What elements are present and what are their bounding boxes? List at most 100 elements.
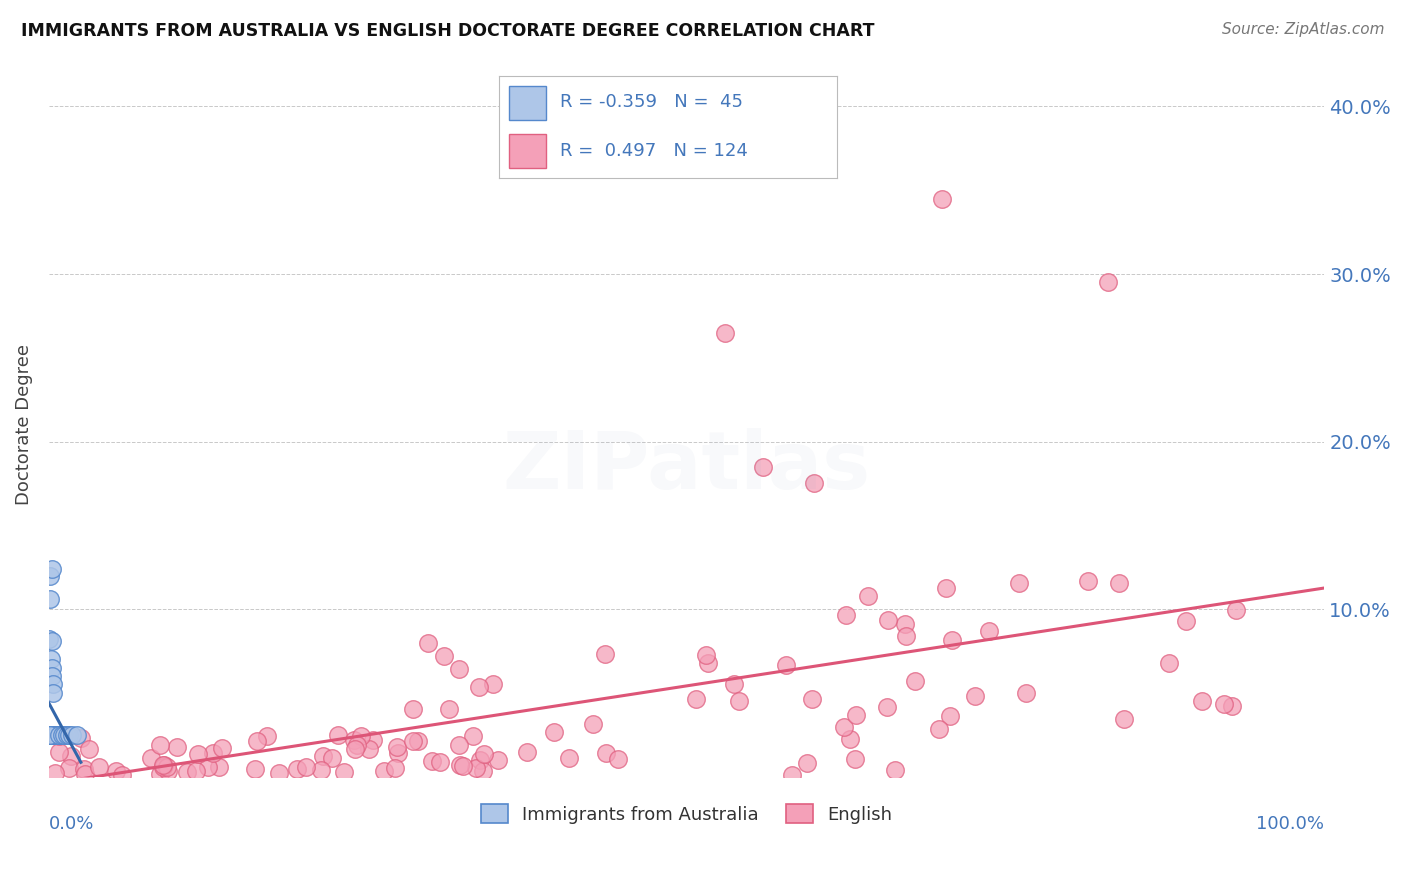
- Point: [939, 709, 962, 723]
- Point: [73, 762, 96, 776]
- Point: [883, 763, 905, 777]
- Point: [176, 765, 198, 780]
- Y-axis label: Doctorate Degree: Doctorate Degree: [15, 344, 32, 505]
- Point: [60, 728, 83, 742]
- Point: [294, 760, 316, 774]
- Point: [385, 739, 408, 754]
- Point: [543, 724, 565, 739]
- Point: [44, 728, 66, 742]
- Point: [44, 728, 66, 742]
- Point: [422, 755, 444, 769]
- Point: [44, 728, 66, 742]
- Point: [58, 761, 80, 775]
- Point: [796, 756, 818, 771]
- Point: [714, 326, 737, 340]
- Point: [728, 694, 751, 708]
- Bar: [509, 135, 547, 168]
- Point: [42, 677, 65, 691]
- Point: [1175, 614, 1198, 628]
- Point: [38, 728, 60, 742]
- Point: [105, 764, 128, 779]
- Point: [941, 633, 963, 648]
- Point: [343, 741, 366, 756]
- Point: [39, 728, 62, 742]
- Point: [595, 647, 617, 661]
- Point: [77, 741, 100, 756]
- Point: [516, 746, 538, 760]
- Point: [41, 562, 63, 576]
- Point: [775, 658, 797, 673]
- Point: [256, 729, 278, 743]
- Point: [387, 747, 409, 761]
- Point: [46, 728, 69, 742]
- Point: [963, 689, 986, 703]
- Point: [894, 616, 917, 631]
- Point: [1015, 686, 1038, 700]
- Point: [606, 752, 628, 766]
- Point: [111, 768, 134, 782]
- Point: [468, 680, 491, 694]
- Point: [894, 629, 917, 643]
- Point: [801, 692, 824, 706]
- Point: [311, 763, 333, 777]
- Text: 100.0%: 100.0%: [1257, 815, 1324, 833]
- Point: [312, 749, 335, 764]
- Point: [39, 728, 62, 742]
- Point: [780, 768, 803, 782]
- Point: [39, 591, 62, 606]
- Point: [928, 723, 950, 737]
- Point: [46, 728, 69, 742]
- Point: [42, 728, 65, 742]
- Point: [723, 676, 745, 690]
- Text: R =  0.497   N = 124: R = 0.497 N = 124: [560, 142, 748, 160]
- Point: [39, 728, 62, 742]
- Point: [350, 729, 373, 743]
- Point: [346, 738, 368, 752]
- Point: [844, 752, 866, 766]
- Point: [66, 728, 89, 742]
- Point: [429, 756, 451, 770]
- Point: [1008, 576, 1031, 591]
- Point: [406, 734, 429, 748]
- Point: [197, 760, 219, 774]
- Point: [357, 742, 380, 756]
- Point: [449, 738, 471, 752]
- Text: Source: ZipAtlas.com: Source: ZipAtlas.com: [1222, 22, 1385, 37]
- Text: R = -0.359   N =  45: R = -0.359 N = 45: [560, 94, 742, 112]
- Point: [839, 731, 862, 746]
- Point: [433, 648, 456, 663]
- Point: [1213, 697, 1236, 711]
- Point: [418, 636, 440, 650]
- Point: [1191, 694, 1213, 708]
- Point: [51, 728, 73, 742]
- Point: [1159, 656, 1181, 670]
- Point: [38, 728, 60, 742]
- Point: [931, 192, 953, 206]
- Point: [685, 691, 707, 706]
- Point: [856, 589, 879, 603]
- Text: 0.0%: 0.0%: [49, 815, 94, 833]
- Point: [832, 720, 855, 734]
- Point: [447, 662, 470, 676]
- Point: [39, 728, 62, 742]
- Point: [152, 760, 174, 774]
- Point: [39, 568, 62, 582]
- Point: [803, 476, 825, 491]
- Point: [285, 762, 308, 776]
- Point: [75, 766, 97, 780]
- Point: [41, 728, 63, 742]
- Point: [1108, 575, 1130, 590]
- Point: [402, 734, 425, 748]
- Point: [1225, 603, 1247, 617]
- Point: [246, 734, 269, 748]
- Point: [582, 717, 605, 731]
- Point: [48, 729, 70, 743]
- Point: [437, 702, 460, 716]
- Point: [461, 730, 484, 744]
- Point: [48, 728, 70, 742]
- Point: [42, 686, 65, 700]
- Point: [202, 746, 225, 760]
- Point: [41, 728, 63, 742]
- Point: [41, 728, 63, 742]
- Point: [53, 728, 76, 742]
